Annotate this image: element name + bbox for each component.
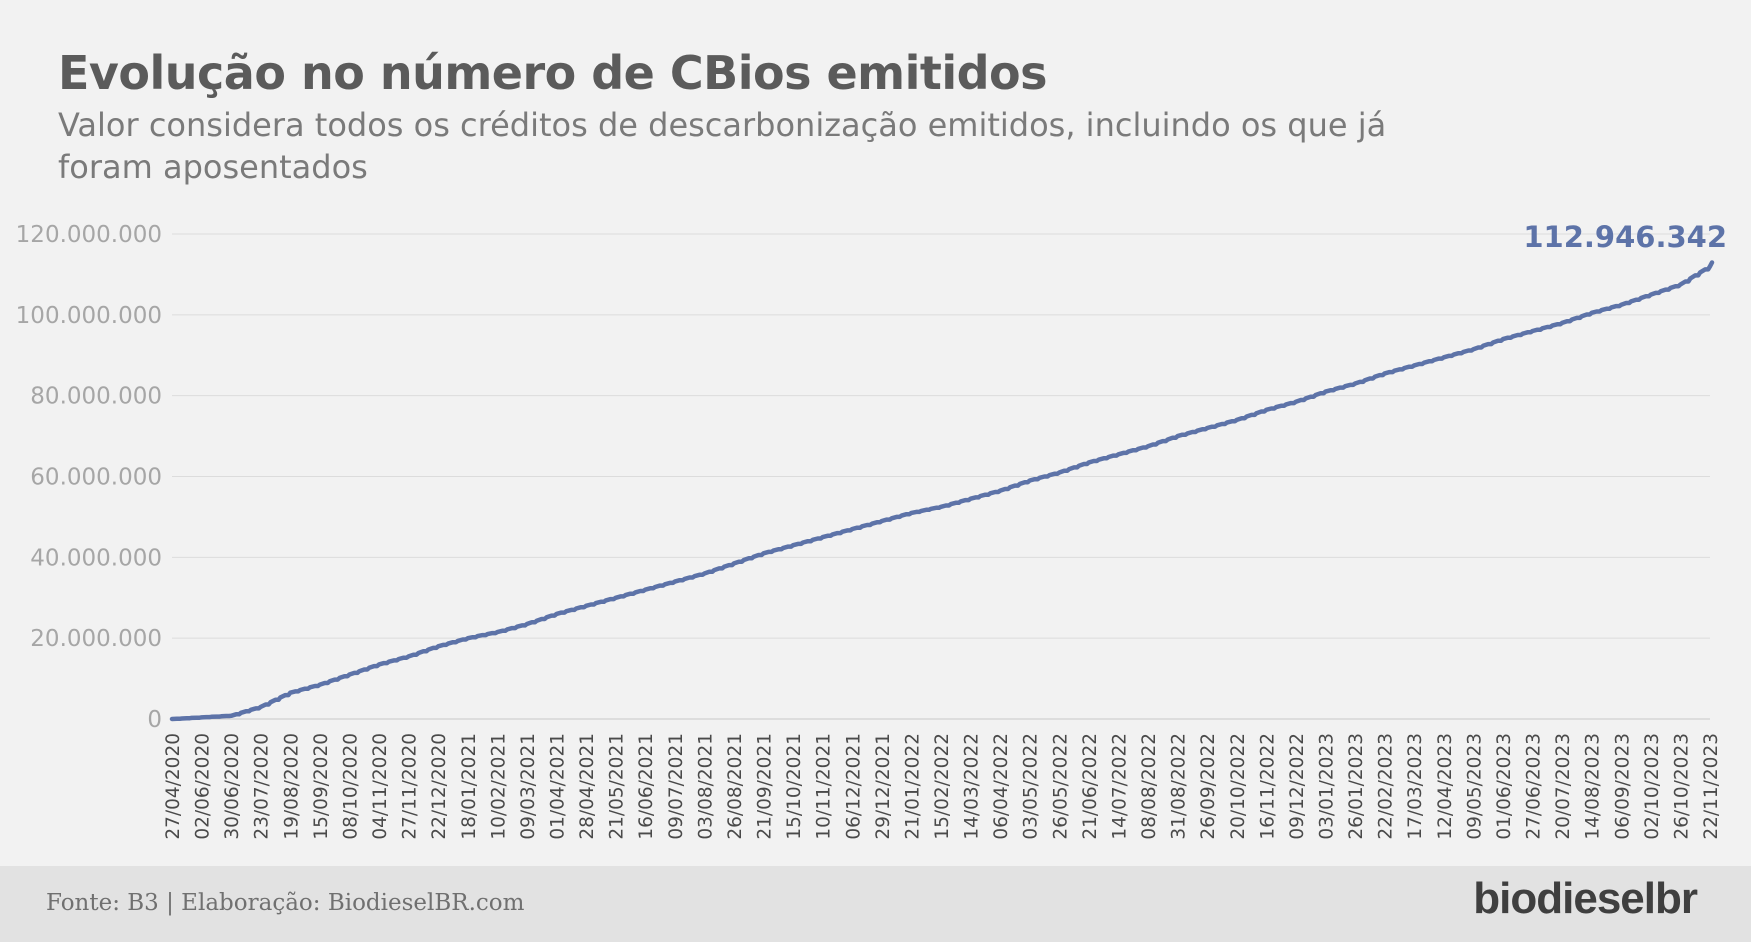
x-tick-label: 04/11/2020	[370, 733, 391, 840]
x-tick-label: 26/08/2021	[725, 733, 746, 840]
x-tick-label: 06/04/2022	[991, 733, 1012, 840]
line-chart: 0 20.000.000 40.000.000 60.000.000 80.000.00…	[16, 220, 1727, 840]
y-tick-label: 120.000.000	[16, 222, 162, 248]
x-tick-label: 27/06/2023	[1524, 733, 1545, 840]
x-tick-label: 06/12/2021	[843, 733, 864, 840]
y-tick-label: 80.000.000	[30, 384, 162, 410]
chart-title: Evolução no número de CBios emitidos	[58, 46, 1048, 100]
x-tick-label: 27/04/2020	[163, 733, 184, 840]
brand-logo: biodieselbr	[1473, 874, 1698, 923]
x-tick-label: 14/08/2023	[1583, 733, 1604, 840]
y-tick-label: 40.000.000	[30, 545, 162, 571]
x-tick-label: 26/01/2023	[1346, 733, 1367, 840]
chart-subtitle: Valor considera todos os créditos de des…	[58, 106, 1387, 186]
x-tick-label: 08/08/2022	[1139, 733, 1160, 840]
x-tick-label: 20/07/2023	[1553, 733, 1574, 840]
x-tick-label: 21/01/2022	[902, 733, 923, 840]
x-tick-label: 10/02/2021	[488, 733, 509, 840]
footer: Fonte: B3 | Elaboração: BiodieselBR.com …	[0, 866, 1751, 942]
x-tick-label: 17/03/2023	[1405, 733, 1426, 840]
x-tick-label: 31/08/2022	[1169, 733, 1190, 840]
series-line	[169, 260, 1715, 722]
x-tick-label: 02/10/2023	[1642, 733, 1663, 840]
x-tick-label: 26/09/2022	[1198, 733, 1219, 840]
x-tick-label: 15/10/2021	[784, 733, 805, 840]
y-tick-label: 20.000.000	[30, 626, 162, 652]
x-tick-label: 22/02/2023	[1376, 733, 1397, 840]
x-tick-label: 09/12/2022	[1287, 733, 1308, 840]
x-tick-label: 27/11/2020	[400, 733, 421, 840]
x-tick-label: 16/06/2021	[636, 733, 657, 840]
x-tick-label: 03/08/2021	[695, 733, 716, 840]
x-tick-label: 01/06/2023	[1494, 733, 1515, 840]
x-tick-label: 21/06/2022	[1080, 733, 1101, 840]
x-tick-label: 20/10/2022	[1228, 733, 1249, 840]
x-tick-label: 21/05/2021	[607, 733, 628, 840]
x-tick-label: 03/01/2023	[1317, 733, 1338, 840]
last-value-label: 112.946.342	[1523, 220, 1727, 254]
x-tick-label: 15/09/2020	[311, 733, 332, 840]
x-tick-label: 08/10/2020	[340, 733, 361, 840]
x-tick-label: 18/01/2021	[459, 733, 480, 840]
x-tick-label: 03/05/2022	[1021, 733, 1042, 840]
x-tick-label: 21/09/2021	[755, 733, 776, 840]
x-tick-label: 09/05/2023	[1464, 733, 1485, 840]
x-tick-label: 09/07/2021	[666, 733, 687, 840]
x-tick-label: 15/02/2022	[932, 733, 953, 840]
x-tick-label: 09/03/2021	[518, 733, 539, 840]
source-note: Fonte: B3 | Elaboração: BiodieselBR.com	[46, 890, 525, 916]
x-tick-label: 26/10/2023	[1671, 733, 1692, 840]
y-tick-label: 100.000.000	[16, 303, 162, 329]
x-tick-label: 01/04/2021	[548, 733, 569, 840]
x-tick-label: 02/06/2020	[193, 733, 214, 840]
x-tick-label: 30/06/2020	[222, 733, 243, 840]
x-tick-label: 10/11/2021	[814, 733, 835, 840]
x-tick-label: 14/03/2022	[962, 733, 983, 840]
x-tick-label: 23/07/2020	[252, 733, 273, 840]
x-tick-label: 19/08/2020	[281, 733, 302, 840]
x-tick-label: 06/09/2023	[1612, 733, 1633, 840]
x-tick-label: 14/07/2022	[1109, 733, 1130, 840]
x-tick-label: 26/05/2022	[1050, 733, 1071, 840]
y-tick-label: 60.000.000	[30, 465, 162, 491]
x-tick-label: 29/12/2021	[873, 733, 894, 840]
x-tick-label: 28/04/2021	[577, 733, 598, 840]
x-tick-label: 22/11/2023	[1701, 733, 1722, 840]
x-tick-label: 16/11/2022	[1257, 733, 1278, 840]
x-tick-label: 22/12/2020	[429, 733, 450, 840]
y-tick-label: 0	[147, 707, 162, 733]
x-tick-label: 12/04/2023	[1435, 733, 1456, 840]
